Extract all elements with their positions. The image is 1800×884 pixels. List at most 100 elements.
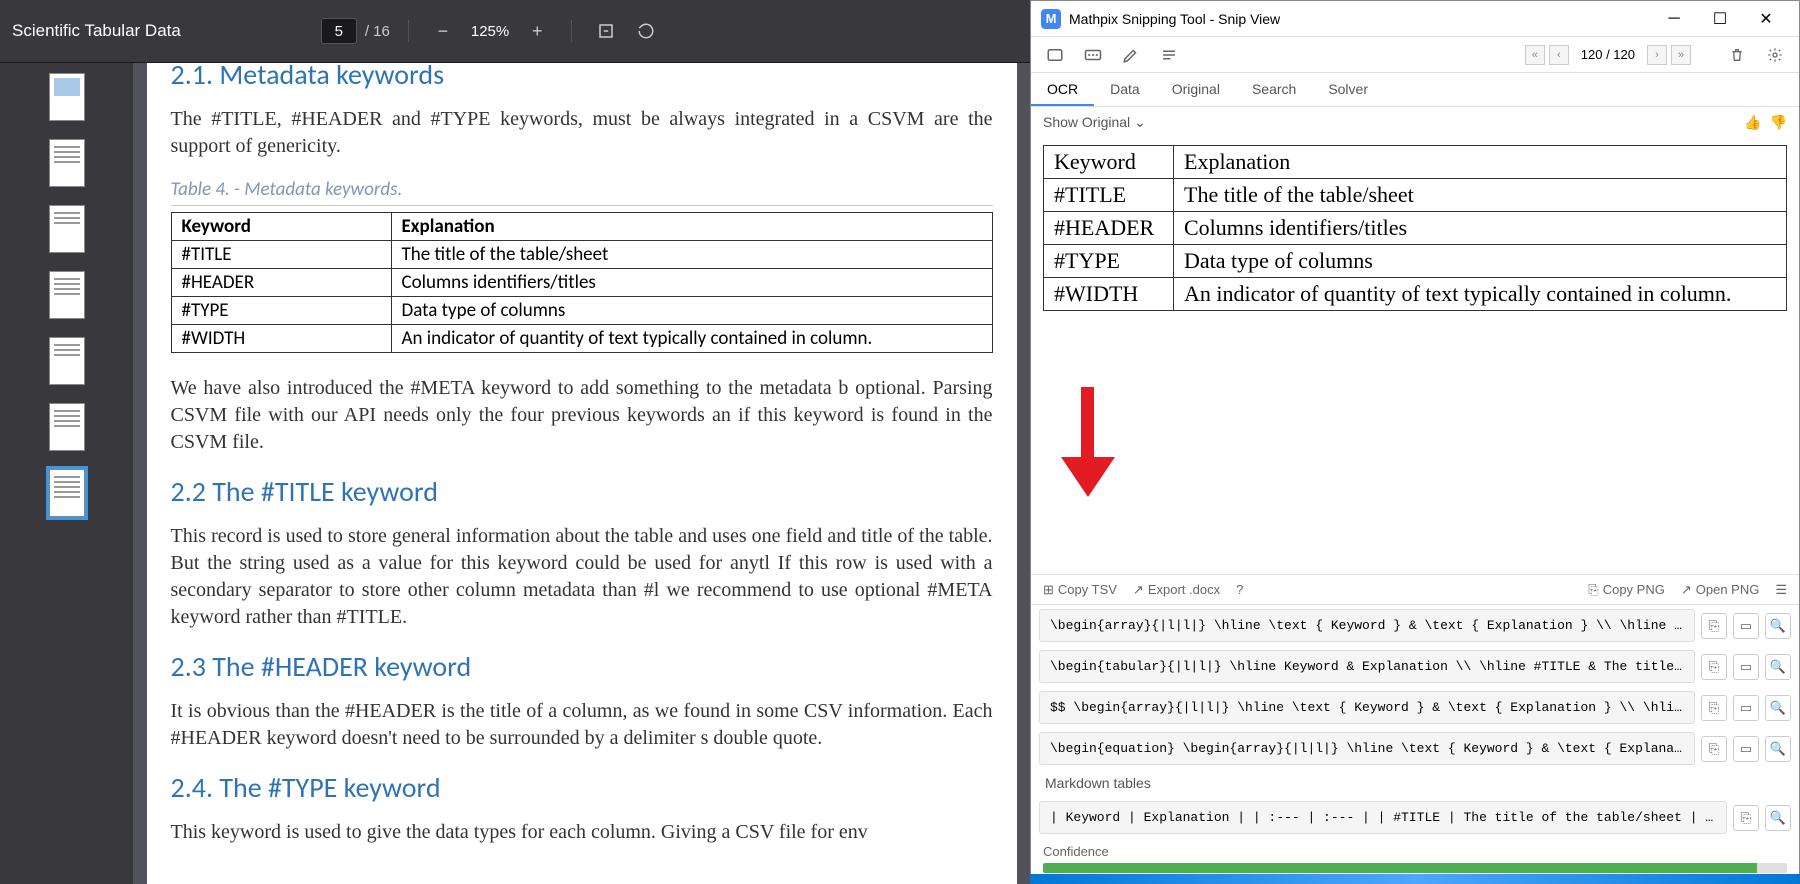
next-page-button[interactable]: › (1647, 45, 1667, 65)
table-cell: #TYPE (1044, 245, 1174, 278)
table-header: Explanation (391, 213, 992, 241)
close-button[interactable]: ✕ (1743, 3, 1789, 35)
search-icon[interactable]: 🔍 (1765, 695, 1791, 721)
settings-icon[interactable]: ☰ (1775, 582, 1787, 598)
minimize-button[interactable]: ─ (1651, 3, 1697, 35)
confidence-bar (1043, 863, 1787, 873)
window-title: Mathpix Snipping Tool - Snip View (1069, 11, 1651, 27)
search-icon[interactable]: 🔍 (1765, 613, 1791, 639)
trash-icon[interactable] (1725, 43, 1749, 67)
ocr-table: KeywordExplanation #TITLEThe title of th… (1043, 145, 1787, 311)
screenshot-icon[interactable] (1043, 43, 1067, 67)
help-icon[interactable]: ? (1236, 582, 1243, 597)
divider (571, 20, 572, 42)
gear-icon[interactable] (1763, 43, 1787, 67)
app-icon: M (1041, 9, 1061, 29)
latex-tabular-output[interactable]: \begin{tabular}{|l|l|} \hline Keyword & … (1039, 650, 1695, 683)
table-cell: #WIDTH (1044, 278, 1174, 311)
copy-icon[interactable]: ⎘ (1733, 805, 1759, 831)
table-cell: #WIDTH (171, 325, 391, 353)
rotate-button[interactable] (630, 15, 662, 47)
table-cell: Data type of columns (391, 297, 992, 325)
thumbnail-panel[interactable] (0, 63, 133, 884)
table-icon: ⊞ (1043, 582, 1054, 598)
divider (408, 20, 409, 42)
search-icon[interactable]: 🔍 (1765, 736, 1791, 762)
page-thumbnail[interactable] (49, 139, 85, 187)
draw-icon[interactable] (1119, 43, 1143, 67)
paragraph: We have also introduced the #META keywor… (171, 375, 993, 456)
window-titlebar: M Mathpix Snipping Tool - Snip View ─ ☐ … (1031, 1, 1799, 37)
section-heading: 2.3 The #HEADER keyword (171, 649, 993, 684)
search-icon[interactable]: 🔍 (1765, 805, 1791, 831)
table-cell: Keyword (1044, 146, 1174, 179)
copy-icon[interactable]: ⎘ (1701, 695, 1727, 721)
pdf-page-nav: / 16 − 125% + (321, 15, 662, 47)
table-cell: Data type of columns (1174, 245, 1787, 278)
page-thumbnail[interactable] (49, 337, 85, 385)
annotation-arrow (1061, 387, 1111, 507)
table-cell: An indicator of quantity of text typical… (1174, 278, 1787, 311)
thumbs-down-icon[interactable]: 👎 (1770, 114, 1787, 131)
table-cell: The title of the table/sheet (1174, 179, 1787, 212)
table-cell: Columns identifiers/titles (1174, 212, 1787, 245)
edit-icon[interactable]: ▭ (1733, 736, 1759, 762)
markdown-label: Markdown tables (1031, 769, 1799, 797)
tab-original[interactable]: Original (1156, 73, 1236, 106)
edit-icon[interactable]: ▭ (1733, 654, 1759, 680)
maximize-button[interactable]: ☐ (1697, 3, 1743, 35)
page-thumbnail-active[interactable] (49, 469, 85, 517)
pdf-toolbar: Scientific Tabular Data / 16 − 125% + (0, 0, 1030, 63)
show-original-toggle[interactable]: Show Original ⌄ (1043, 114, 1146, 131)
last-page-button[interactable]: » (1671, 45, 1691, 65)
table-cell: #HEADER (1044, 212, 1174, 245)
latex-array-output[interactable]: \begin{array}{|l|l|} \hline \text { Keyw… (1039, 609, 1695, 642)
confidence-label: Confidence (1043, 844, 1787, 859)
page-thumbnail[interactable] (49, 73, 85, 121)
tab-ocr[interactable]: OCR (1031, 73, 1094, 106)
table-cell: #TYPE (171, 297, 391, 325)
page-input[interactable] (321, 18, 357, 44)
open-png-button[interactable]: ↗Open PNG (1681, 582, 1760, 598)
mathpix-window: M Mathpix Snipping Tool - Snip View ─ ☐ … (1030, 0, 1800, 884)
copy-icon[interactable]: ⎘ (1701, 654, 1727, 680)
list-icon[interactable] (1157, 43, 1181, 67)
paragraph: This keyword is used to give the data ty… (171, 819, 993, 846)
copy-tsv-button[interactable]: ⊞Copy TSV (1043, 582, 1117, 598)
page-thumbnail[interactable] (49, 205, 85, 253)
page-thumbnail[interactable] (49, 403, 85, 451)
table-cell: The title of the table/sheet (391, 241, 992, 269)
table-header: Keyword (171, 213, 391, 241)
export-docx-button[interactable]: ↗Export .docx (1133, 582, 1220, 598)
copy-icon[interactable]: ⎘ (1701, 736, 1727, 762)
tab-search[interactable]: Search (1236, 73, 1312, 106)
copy-icon[interactable]: ⎘ (1701, 613, 1727, 639)
latex-math-output[interactable]: $$ \begin{array}{|l|l|} \hline \text { K… (1039, 691, 1695, 724)
table-cell: An indicator of quantity of text typical… (391, 325, 992, 353)
edit-icon[interactable]: ▭ (1733, 613, 1759, 639)
thumbs-up-icon[interactable]: 👍 (1744, 114, 1761, 131)
tab-solver[interactable]: Solver (1312, 73, 1384, 106)
tab-data[interactable]: Data (1094, 73, 1156, 106)
keyboard-icon[interactable] (1081, 43, 1105, 67)
first-page-button[interactable]: « (1525, 45, 1545, 65)
zoom-in-button[interactable]: + (521, 15, 553, 47)
pdf-viewer: Scientific Tabular Data / 16 − 125% + 2.… (0, 0, 1030, 884)
copy-icon: ⎘ (1588, 582, 1598, 598)
search-icon[interactable]: 🔍 (1765, 654, 1791, 680)
table-cell: #TITLE (1044, 179, 1174, 212)
table-cell: Columns identifiers/titles (391, 269, 992, 297)
main-toolbar: « ‹ 120 / 120 › » (1031, 37, 1799, 73)
edit-icon[interactable]: ▭ (1733, 695, 1759, 721)
zoom-out-button[interactable]: − (427, 15, 459, 47)
latex-equation-output[interactable]: \begin{equation} \begin{array}{|l|l|} \h… (1039, 732, 1695, 765)
chevron-down-icon: ⌄ (1134, 114, 1146, 130)
pdf-content[interactable]: 2.1. Metadata keywords The #TITLE, #HEAD… (133, 63, 1030, 884)
page-thumbnail[interactable] (49, 271, 85, 319)
fit-page-button[interactable] (590, 15, 622, 47)
copy-png-button[interactable]: ⎘Copy PNG (1588, 582, 1665, 598)
prev-page-button[interactable]: ‹ (1549, 45, 1569, 65)
markdown-output[interactable]: | Keyword | Explanation | | :--- | :--- … (1039, 801, 1727, 834)
section-heading: 2.1. Metadata keywords (171, 63, 993, 92)
section-heading: 2.2 The #TITLE keyword (171, 474, 993, 509)
